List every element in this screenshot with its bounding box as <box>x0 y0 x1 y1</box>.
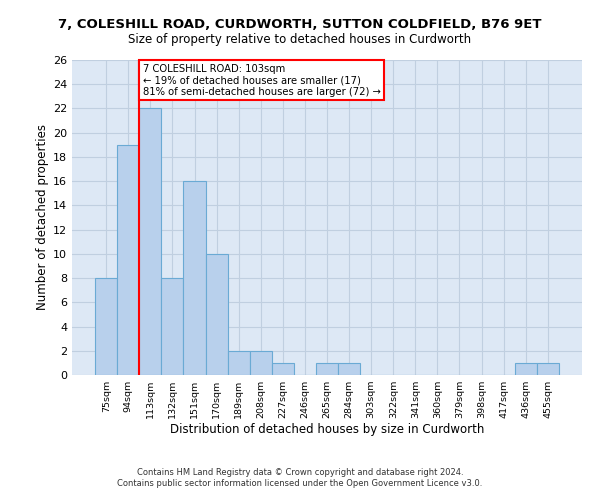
Bar <box>184 181 206 375</box>
Bar <box>537 363 559 375</box>
Text: 7 COLESHILL ROAD: 103sqm
← 19% of detached houses are smaller (17)
81% of semi-d: 7 COLESHILL ROAD: 103sqm ← 19% of detach… <box>143 64 380 97</box>
Bar <box>515 363 537 375</box>
Bar <box>206 254 227 375</box>
Bar <box>227 351 250 375</box>
Bar <box>95 278 117 375</box>
Bar <box>139 108 161 375</box>
Text: Size of property relative to detached houses in Curdworth: Size of property relative to detached ho… <box>128 32 472 46</box>
Bar <box>117 145 139 375</box>
Bar <box>250 351 272 375</box>
Text: 7, COLESHILL ROAD, CURDWORTH, SUTTON COLDFIELD, B76 9ET: 7, COLESHILL ROAD, CURDWORTH, SUTTON COL… <box>58 18 542 30</box>
Bar <box>316 363 338 375</box>
X-axis label: Distribution of detached houses by size in Curdworth: Distribution of detached houses by size … <box>170 422 484 436</box>
Bar <box>272 363 294 375</box>
Bar <box>338 363 360 375</box>
Y-axis label: Number of detached properties: Number of detached properties <box>36 124 49 310</box>
Text: Contains HM Land Registry data © Crown copyright and database right 2024.
Contai: Contains HM Land Registry data © Crown c… <box>118 468 482 487</box>
Bar <box>161 278 184 375</box>
